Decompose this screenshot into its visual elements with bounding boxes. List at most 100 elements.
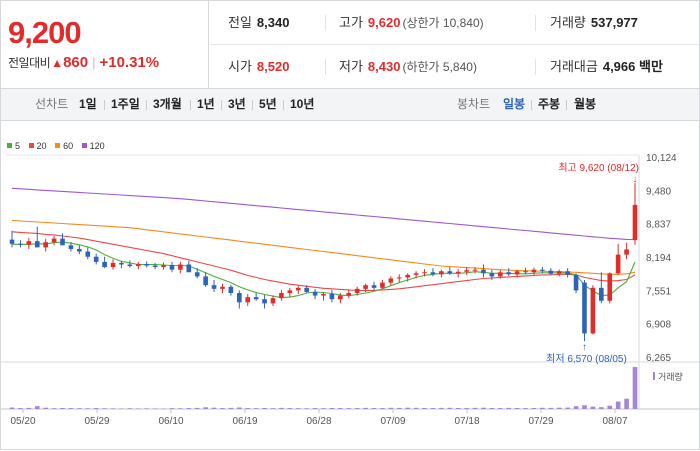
period-10y[interactable]: 10년 <box>290 89 314 120</box>
volume-bar <box>288 408 293 409</box>
volume-bar <box>490 408 495 409</box>
volume-bar <box>43 408 48 409</box>
volume-bar <box>473 408 478 409</box>
candle-body <box>52 239 57 243</box>
volume-bar <box>220 408 225 409</box>
period-5y[interactable]: 5년 <box>259 89 277 120</box>
period-1w[interactable]: 1주일 <box>111 89 140 120</box>
y-tick-label: 9,480 <box>646 186 671 197</box>
volume-bar <box>372 408 377 409</box>
high-arrow-icon: ↓ <box>633 174 638 185</box>
volume-label: 거래량 <box>550 15 586 30</box>
volume-bar <box>212 408 217 409</box>
candle-body <box>195 272 200 276</box>
candle-body <box>203 276 208 285</box>
up-arrow-icon: ▲ <box>51 56 63 70</box>
volume-bar <box>338 408 343 409</box>
low-value: 8,430 <box>368 59 401 74</box>
candle-body <box>111 263 116 267</box>
candle-body <box>128 264 133 266</box>
y-tick-label: 6,265 <box>646 353 671 364</box>
volume-bar <box>591 407 596 409</box>
volume-bar <box>389 408 394 409</box>
period-sep <box>190 100 191 110</box>
high-value: 9,620 <box>368 15 401 30</box>
candle-body <box>178 264 183 269</box>
candle-body <box>144 264 149 266</box>
candle-body <box>245 297 250 302</box>
candle-body <box>498 272 503 276</box>
volume-bar <box>170 408 175 409</box>
candle-daily[interactable]: 일봉 <box>503 89 525 120</box>
candle-body <box>338 296 343 300</box>
volume-bar <box>237 408 242 409</box>
x-tick-label: 05/29 <box>84 416 109 427</box>
candle-body <box>60 239 65 246</box>
candle-body <box>296 288 301 291</box>
prev-close-value: 8,340 <box>257 15 290 30</box>
volume-bar <box>144 408 149 409</box>
candle-body <box>372 285 377 288</box>
candle-body <box>220 287 225 289</box>
candle-body <box>346 293 351 296</box>
candle-body <box>43 242 48 247</box>
period-3m[interactable]: 3개월 <box>153 89 182 120</box>
candle-body <box>380 283 385 288</box>
x-tick-label: 06/28 <box>306 416 331 427</box>
candle-body <box>414 273 419 275</box>
volume-bar <box>633 367 638 409</box>
volume-bar <box>540 408 545 409</box>
period-sep <box>283 100 284 110</box>
volume-bar <box>186 408 191 409</box>
volume-legend-label: 거래량 <box>658 371 683 382</box>
volume-bar <box>279 408 284 409</box>
volume-bar <box>245 408 250 409</box>
candle-body <box>523 271 528 272</box>
period-sep <box>252 100 253 110</box>
candle-body <box>490 273 495 276</box>
candle-body <box>540 270 545 271</box>
volume-bar <box>254 408 259 409</box>
candle-body <box>363 285 368 289</box>
volume-bar <box>355 408 360 409</box>
volume-bar <box>128 408 133 409</box>
volume-bar <box>203 407 208 409</box>
volume-bar <box>262 408 267 409</box>
period-1y[interactable]: 1년 <box>197 89 215 120</box>
candle-body <box>574 275 579 291</box>
candle-body <box>389 278 394 282</box>
period-3y[interactable]: 3년 <box>228 89 246 120</box>
change-separator: | <box>92 55 95 70</box>
open-label: 시가 <box>228 59 252 74</box>
volume-bar <box>431 408 436 409</box>
prev-close-label: 전일 <box>228 15 252 30</box>
volume-bar <box>532 408 537 409</box>
lower-limit: (하한가 5,840) <box>402 60 476 74</box>
candle-weekly[interactable]: 주봉 <box>538 89 560 120</box>
volume-bar <box>69 408 74 409</box>
volume-legend-swatch <box>653 372 655 380</box>
period-1d[interactable]: 1일 <box>79 89 97 120</box>
volume-bar <box>422 408 427 409</box>
volume-bar <box>153 408 158 409</box>
period-sep <box>146 100 147 110</box>
candle-body <box>456 272 461 274</box>
candle-body <box>94 257 99 262</box>
amount-unit: 백만 <box>639 59 663 74</box>
volume-bar <box>119 408 124 409</box>
volume-bar <box>136 408 141 409</box>
volume-bar <box>481 408 486 409</box>
x-tick-label: 06/19 <box>232 416 257 427</box>
candle-body <box>229 287 234 293</box>
volume-bar <box>574 406 579 409</box>
volume-bar <box>27 408 32 409</box>
candle-monthly[interactable]: 월봉 <box>574 89 596 120</box>
